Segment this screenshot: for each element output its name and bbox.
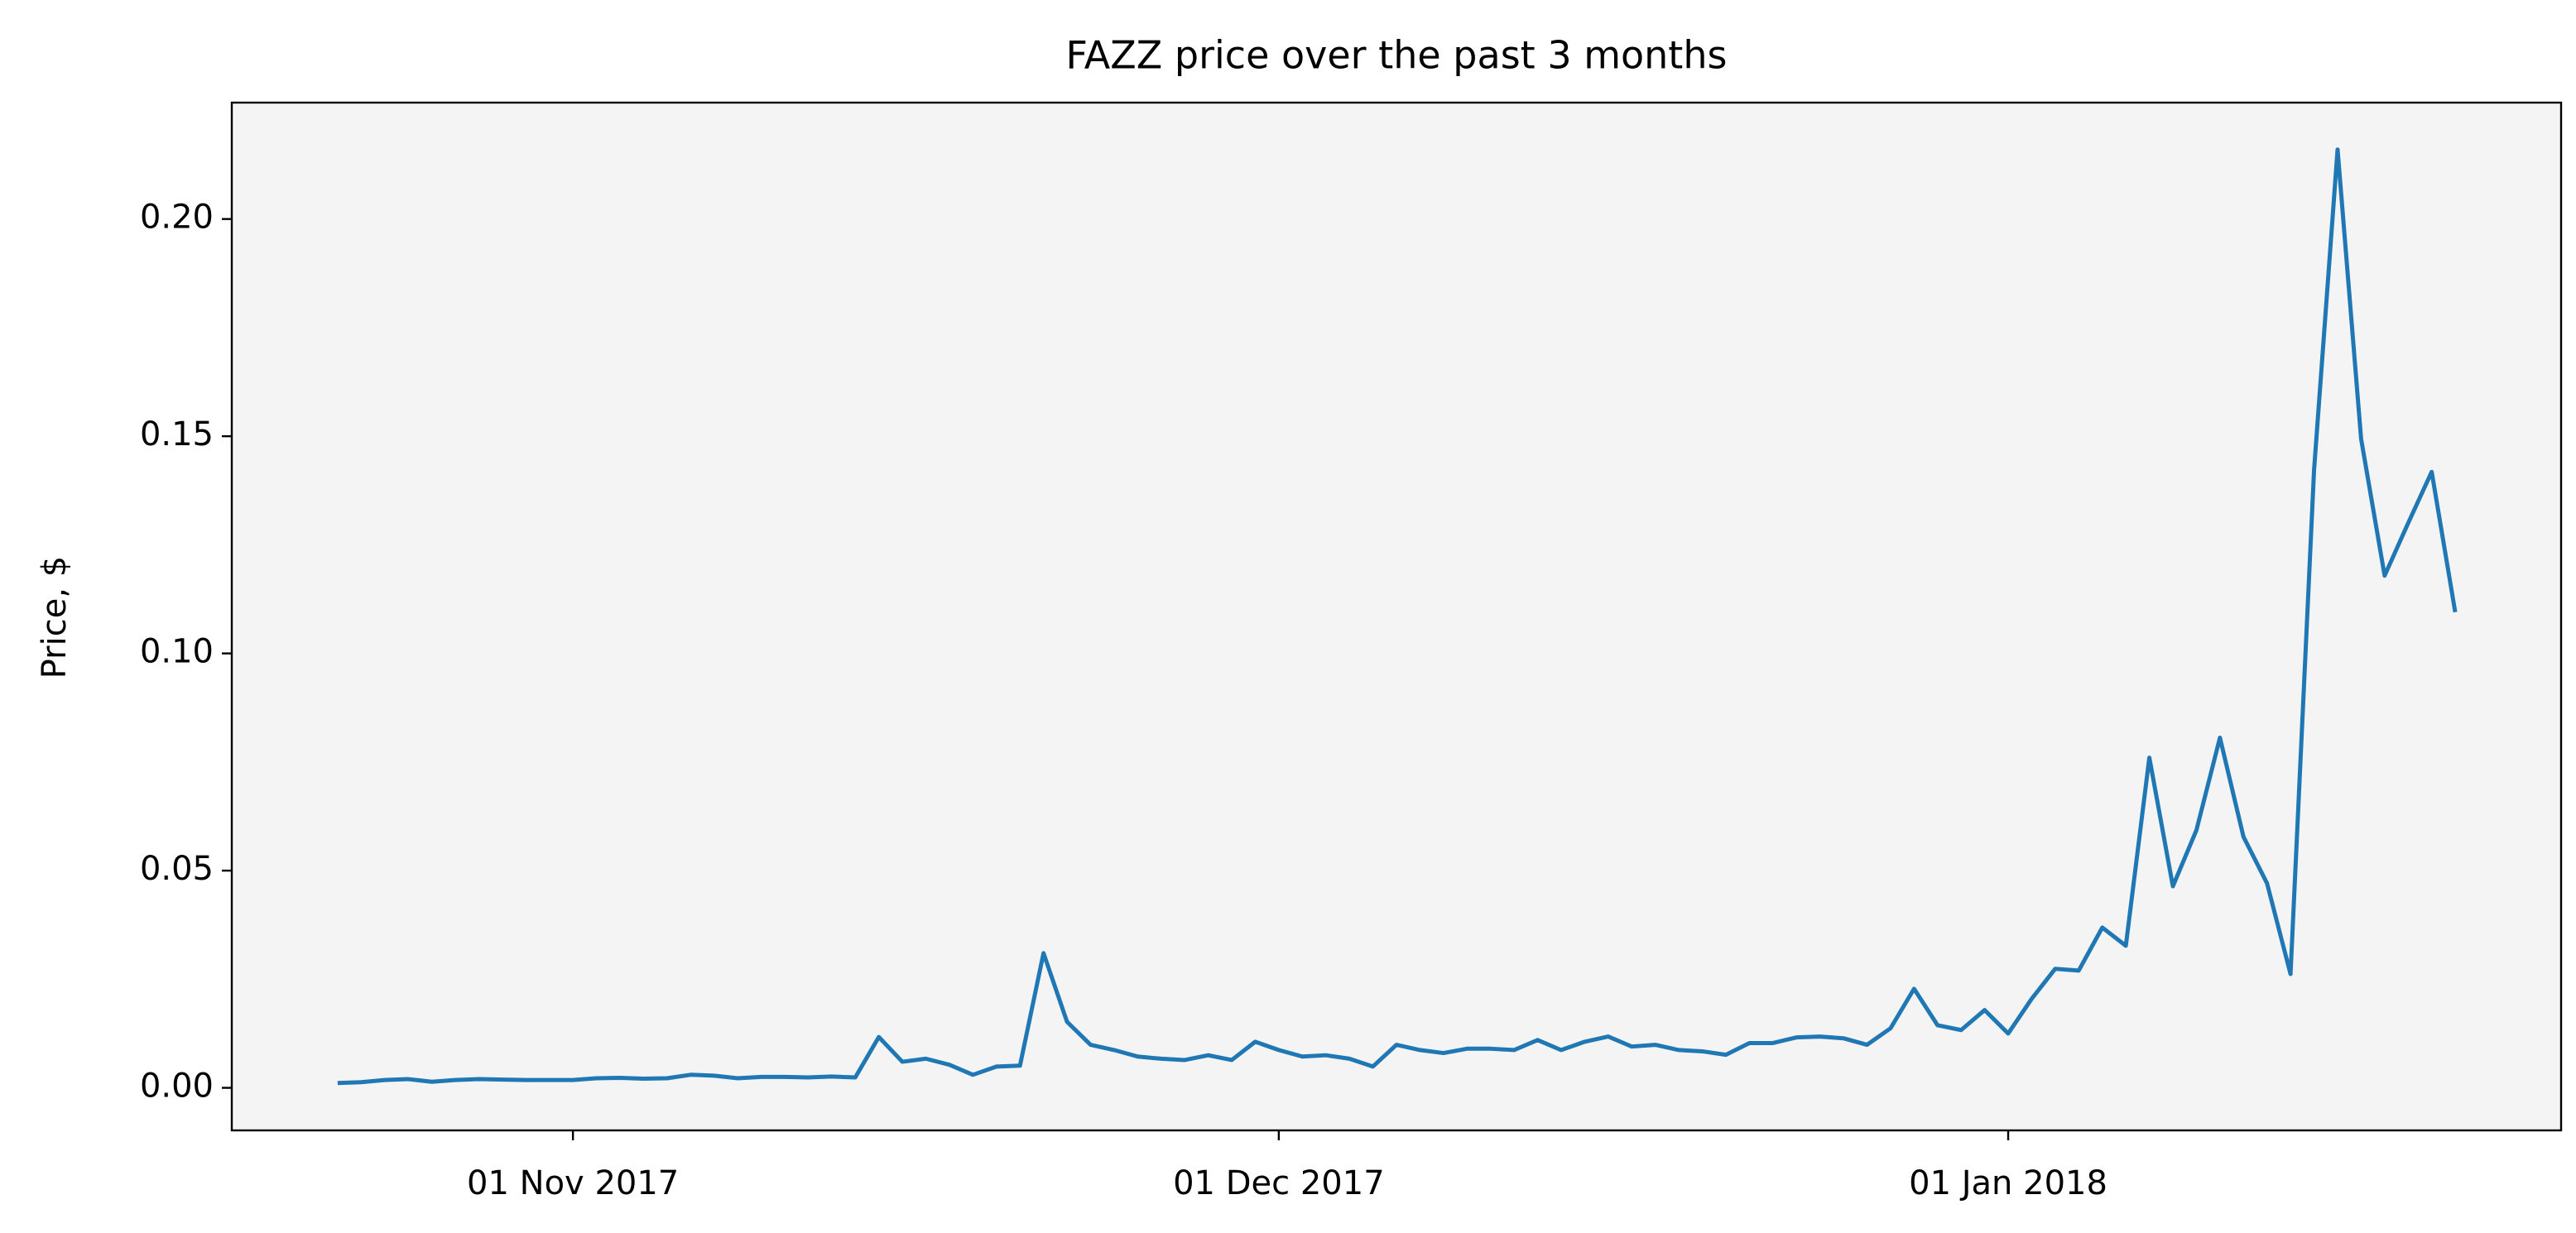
y-tick-label: 0.00: [140, 1067, 214, 1106]
y-tick-label: 0.05: [140, 850, 214, 888]
x-tick-label: 01 Dec 2017: [1173, 1164, 1385, 1202]
price-line: [337, 147, 2458, 1086]
x-tick-label: 01 Jan 2018: [1909, 1164, 2107, 1202]
y-tick-label: 0.15: [140, 415, 214, 453]
plot-frame: [230, 101, 2563, 1132]
plot-background: [232, 103, 2561, 1130]
chart-title: FAZZ price over the past 3 months: [1066, 33, 1728, 78]
y-tick-label: 0.10: [140, 633, 214, 671]
y-tick-label: 0.20: [140, 199, 214, 237]
x-tick-label: 01 Nov 2017: [467, 1164, 679, 1202]
y-axis-label: Price, $: [36, 556, 74, 679]
